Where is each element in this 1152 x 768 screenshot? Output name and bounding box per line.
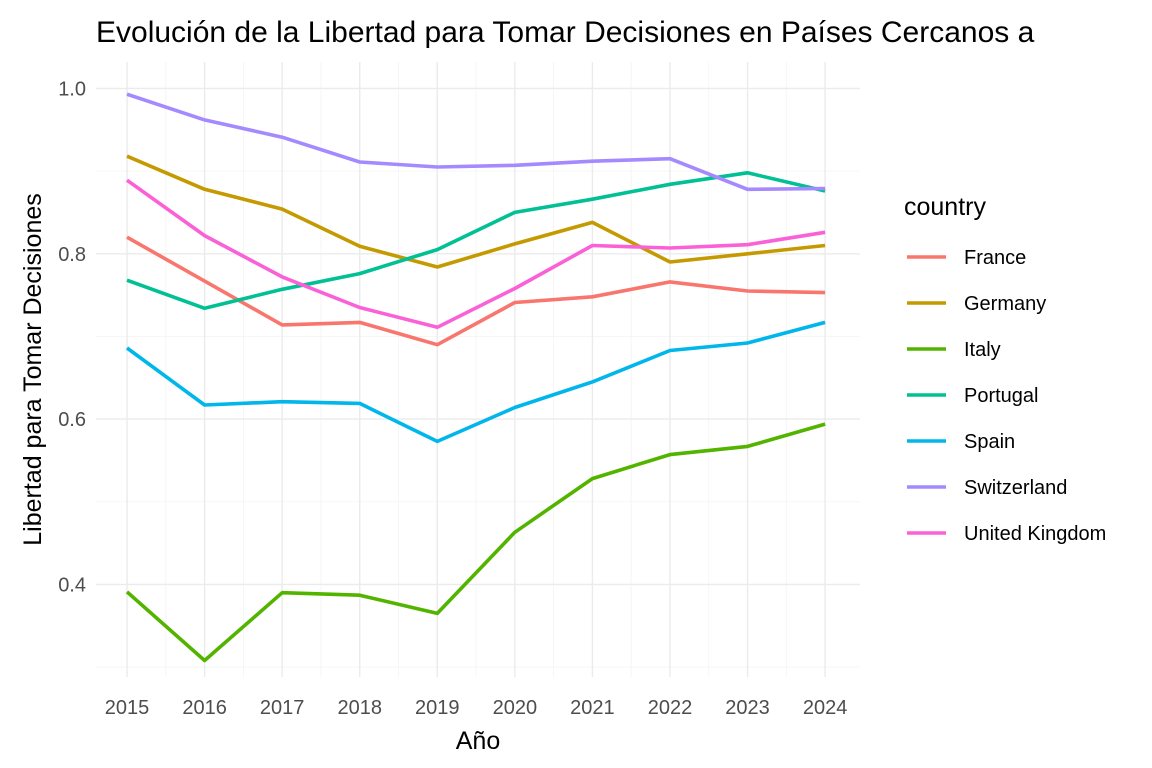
legend-label-germany: Germany xyxy=(964,293,1046,315)
chart-title: Evolución de la Libertad para Tomar Deci… xyxy=(96,16,1035,49)
series-line-germany xyxy=(126,154,826,269)
y-tick-label: 0.8 xyxy=(58,244,86,266)
x-tick-label: 2015 xyxy=(105,697,150,719)
y-axis-ticks: 0.4 0.6 0.8 1.0 xyxy=(58,78,86,596)
x-tick-label: 2024 xyxy=(803,697,848,719)
y-tick-label: 1.0 xyxy=(58,78,86,100)
x-tick-label: 2017 xyxy=(260,697,305,719)
legend-label-switzerland: Switzerland xyxy=(964,477,1067,499)
series-line-spain xyxy=(125,320,826,444)
legend-items: France Germany Italy Portugal Spain Switzerla… xyxy=(907,247,1106,545)
series-line-portugal xyxy=(126,171,826,311)
plot-series xyxy=(125,92,826,663)
legend-label-spain: Spain xyxy=(964,431,1015,453)
x-axis-ticks: 2015 2016 2017 2018 2019 2020 2021 2022 2023 2024 xyxy=(105,697,848,719)
x-axis-title: Año xyxy=(456,727,500,755)
x-tick-label: 2021 xyxy=(570,697,615,719)
legend-label-france: France xyxy=(964,247,1026,269)
x-tick-label: 2020 xyxy=(493,697,538,719)
series-line-france xyxy=(126,235,826,347)
x-tick-label: 2023 xyxy=(725,697,770,719)
y-tick-label: 0.4 xyxy=(58,574,86,596)
plot-grid xyxy=(96,62,860,677)
legend-title: country xyxy=(904,193,986,221)
legend-label-united-kingdom: United Kingdom xyxy=(964,523,1106,545)
series-line-switzerland xyxy=(126,92,826,192)
x-tick-label: 2022 xyxy=(648,697,693,719)
series-line-united-kingdom xyxy=(125,178,826,330)
x-tick-label: 2018 xyxy=(337,697,382,719)
series-line-italy xyxy=(125,422,826,663)
legend-label-portugal: Portugal xyxy=(964,385,1039,407)
y-axis-title: Libertad para Tomar Decisiones xyxy=(19,193,47,546)
legend: country France Germany Italy Portugal Spain S… xyxy=(904,193,1106,545)
legend-label-italy: Italy xyxy=(964,339,1001,361)
y-tick-label: 0.6 xyxy=(58,409,86,431)
x-tick-label: 2016 xyxy=(182,697,227,719)
x-tick-label: 2019 xyxy=(415,697,460,719)
